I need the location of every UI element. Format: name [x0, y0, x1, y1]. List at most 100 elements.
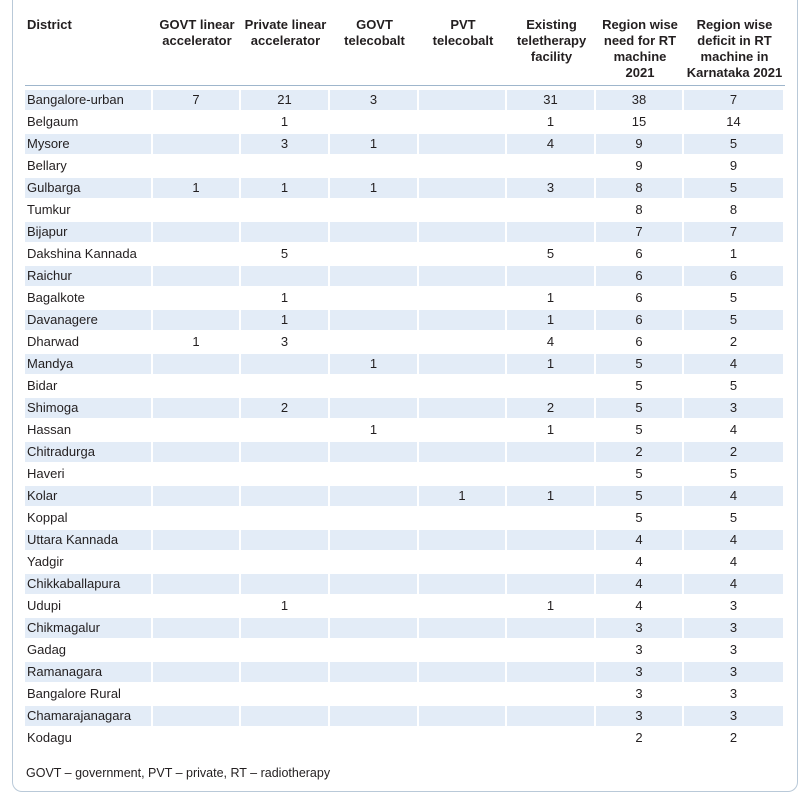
cell-district: Dakshina Kannada	[25, 244, 153, 266]
cell-private-linac: 3	[241, 332, 330, 354]
cell-pvt-telecobalt	[419, 420, 507, 442]
cell-govt-telecobalt	[330, 618, 419, 640]
cell-govt-telecobalt: 3	[330, 86, 419, 112]
cell-private-linac	[241, 552, 330, 574]
cell-region-deficit: 4	[684, 486, 785, 508]
cell-pvt-telecobalt	[419, 530, 507, 552]
cell-pvt-telecobalt	[419, 112, 507, 134]
cell-region-deficit: 5	[684, 508, 785, 530]
cell-govt-linac: 1	[153, 332, 241, 354]
cell-existing-facility: 1	[507, 288, 596, 310]
cell-pvt-telecobalt	[419, 640, 507, 662]
cell-region-deficit: 7	[684, 222, 785, 244]
cell-existing-facility: 2	[507, 398, 596, 420]
table-row: Tumkur 8 8	[25, 200, 785, 222]
cell-existing-facility: 1	[507, 486, 596, 508]
cell-govt-telecobalt	[330, 112, 419, 134]
cell-existing-facility	[507, 618, 596, 640]
cell-govt-linac	[153, 244, 241, 266]
cell-pvt-telecobalt	[419, 574, 507, 596]
cell-private-linac	[241, 156, 330, 178]
cell-existing-facility: 1	[507, 354, 596, 376]
table-row: Bidar 5 5	[25, 376, 785, 398]
cell-region-deficit: 8	[684, 200, 785, 222]
table-row: Belgaum 1 1 15 14	[25, 112, 785, 134]
cell-existing-facility: 4	[507, 134, 596, 156]
header-row: District GOVT linear accelerator Private…	[25, 14, 785, 86]
cell-region-need: 3	[596, 662, 684, 684]
cell-govt-telecobalt	[330, 640, 419, 662]
cell-region-deficit: 7	[684, 86, 785, 112]
cell-district: Bidar	[25, 376, 153, 398]
cell-private-linac	[241, 574, 330, 596]
cell-district: Kolar	[25, 486, 153, 508]
table-row: Bangalore-urban 7 21 3 31 38 7	[25, 86, 785, 112]
cell-private-linac: 21	[241, 86, 330, 112]
cell-district: Mysore	[25, 134, 153, 156]
cell-pvt-telecobalt	[419, 310, 507, 332]
cell-pvt-telecobalt	[419, 442, 507, 464]
cell-region-need: 4	[596, 574, 684, 596]
header-pvt-telecobalt: PVT telecobalt	[419, 14, 507, 86]
cell-pvt-telecobalt	[419, 508, 507, 530]
cell-region-deficit: 4	[684, 552, 785, 574]
cell-region-deficit: 5	[684, 376, 785, 398]
cell-govt-linac	[153, 728, 241, 750]
table-row: Bagalkote 1 1 6 5	[25, 288, 785, 310]
cell-private-linac	[241, 376, 330, 398]
cell-govt-linac	[153, 618, 241, 640]
cell-govt-linac	[153, 134, 241, 156]
cell-district: Gulbarga	[25, 178, 153, 200]
cell-govt-telecobalt	[330, 684, 419, 706]
cell-pvt-telecobalt	[419, 596, 507, 618]
cell-govt-telecobalt: 1	[330, 178, 419, 200]
cell-existing-facility	[507, 662, 596, 684]
cell-pvt-telecobalt	[419, 706, 507, 728]
cell-pvt-telecobalt	[419, 464, 507, 486]
cell-region-deficit: 3	[684, 618, 785, 640]
cell-district: Shimoga	[25, 398, 153, 420]
cell-district: Bijapur	[25, 222, 153, 244]
cell-region-need: 3	[596, 706, 684, 728]
cell-govt-linac	[153, 486, 241, 508]
table-row: Chitradurga 2 2	[25, 442, 785, 464]
cell-district: Hassan	[25, 420, 153, 442]
cell-pvt-telecobalt	[419, 618, 507, 640]
cell-private-linac	[241, 420, 330, 442]
cell-district: Udupi	[25, 596, 153, 618]
cell-region-deficit: 5	[684, 288, 785, 310]
cell-private-linac: 2	[241, 398, 330, 420]
cell-private-linac	[241, 640, 330, 662]
cell-govt-telecobalt	[330, 200, 419, 222]
cell-region-need: 4	[596, 596, 684, 618]
cell-district: Ramanagara	[25, 662, 153, 684]
cell-existing-facility	[507, 684, 596, 706]
cell-govt-linac	[153, 420, 241, 442]
cell-existing-facility	[507, 728, 596, 750]
cell-govt-telecobalt	[330, 662, 419, 684]
cell-govt-telecobalt	[330, 156, 419, 178]
cell-private-linac: 1	[241, 310, 330, 332]
header-existing-teletherapy: Existing teletherapy facility	[507, 14, 596, 86]
cell-pvt-telecobalt	[419, 354, 507, 376]
table-row: Bijapur 7 7	[25, 222, 785, 244]
cell-pvt-telecobalt	[419, 552, 507, 574]
cell-existing-facility	[507, 530, 596, 552]
table-row: Chikkaballapura 4 4	[25, 574, 785, 596]
cell-private-linac	[241, 464, 330, 486]
cell-region-need: 4	[596, 552, 684, 574]
cell-region-need: 6	[596, 288, 684, 310]
cell-region-need: 5	[596, 464, 684, 486]
cell-private-linac: 3	[241, 134, 330, 156]
cell-district: Haveri	[25, 464, 153, 486]
cell-private-linac	[241, 222, 330, 244]
cell-district: Chikmagalur	[25, 618, 153, 640]
cell-govt-telecobalt	[330, 530, 419, 552]
cell-private-linac: 5	[241, 244, 330, 266]
cell-existing-facility: 1	[507, 310, 596, 332]
cell-existing-facility: 1	[507, 112, 596, 134]
cell-private-linac: 1	[241, 596, 330, 618]
cell-region-deficit: 3	[684, 596, 785, 618]
cell-district: Bagalkote	[25, 288, 153, 310]
cell-private-linac	[241, 442, 330, 464]
